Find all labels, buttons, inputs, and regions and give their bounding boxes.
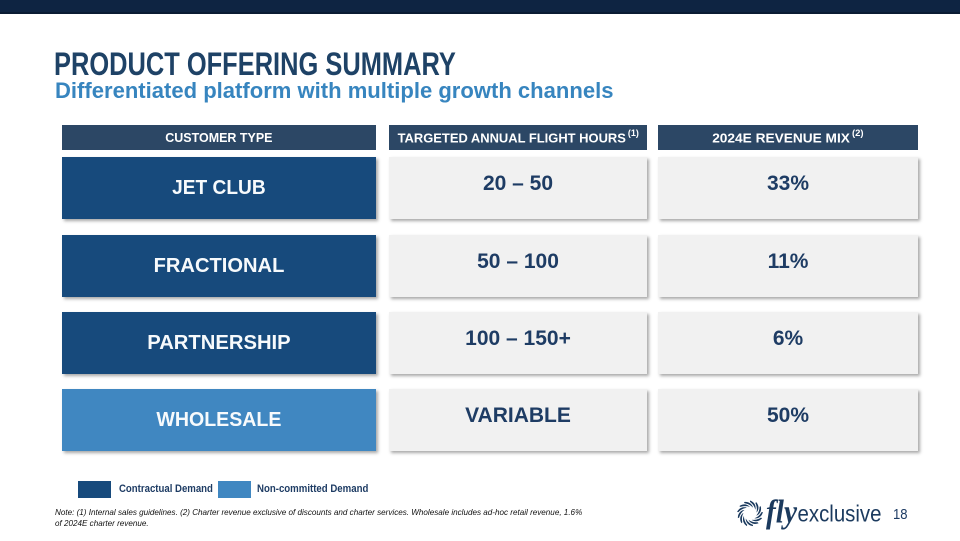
svg-text:exclusive: exclusive bbox=[798, 501, 882, 527]
svg-text:fly: fly bbox=[766, 496, 797, 531]
